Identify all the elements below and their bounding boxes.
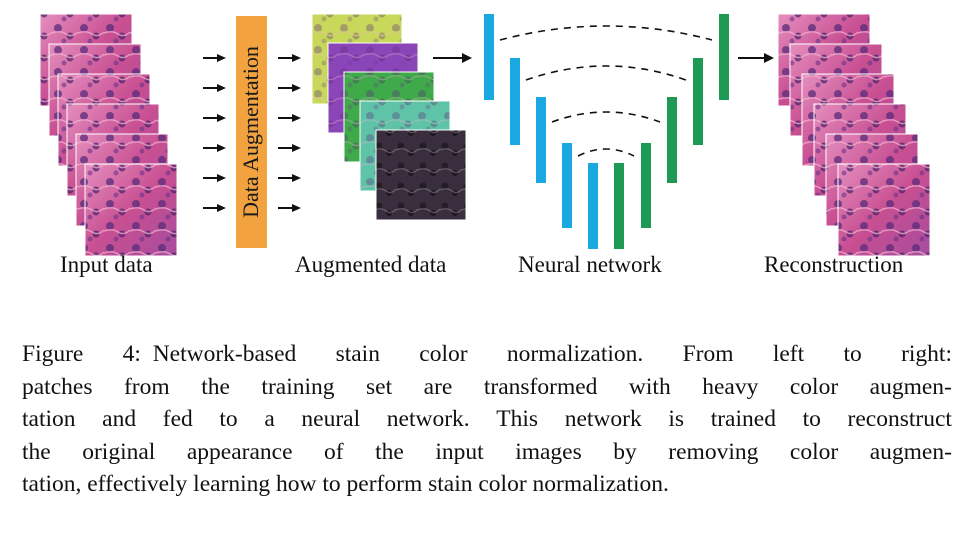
caption-word: appearance [186, 438, 293, 465]
skip-connection [577, 148, 635, 157]
caption-word: to [843, 341, 862, 367]
caption-word: and [102, 406, 137, 432]
augmentation-box [236, 16, 267, 248]
caption-word: trained [710, 406, 776, 432]
caption-word: stain [335, 341, 380, 367]
pipeline-diagram [39, 13, 931, 257]
caption-word: are [423, 373, 453, 400]
flow-arrow [203, 144, 226, 152]
input-patch-stack [39, 13, 178, 257]
flow-arrow [203, 54, 226, 62]
caption-word: fed [162, 406, 193, 432]
caption-line: tation, effectively learning how to perf… [22, 471, 669, 497]
caption-word: normalization. [506, 341, 644, 367]
tissue-patch [837, 163, 931, 257]
flow-arrow [203, 204, 226, 212]
skip-connections [499, 25, 713, 157]
caption-word: the [201, 373, 230, 400]
caption-word: with [628, 373, 671, 400]
caption-word: Figure [22, 341, 84, 367]
caption-word: by [613, 438, 637, 465]
reconstruction-label: Reconstruction [764, 252, 904, 277]
flow-arrow [203, 84, 226, 92]
caption-word: images [515, 438, 582, 465]
figure-caption: Figure 4: Network-based stain color normaliz… [22, 338, 952, 501]
flow-arrow [278, 144, 301, 152]
caption-word: the [22, 438, 51, 465]
caption-word: set [366, 373, 393, 400]
decoder-bar [719, 14, 729, 100]
caption-line: patches from the training set are transformed w… [22, 371, 952, 404]
flow-arrow [278, 114, 301, 122]
network-input-arrow [433, 53, 472, 63]
skip-connection [551, 111, 661, 123]
reconstruction-patch-stack [777, 13, 931, 257]
caption-word: to [219, 406, 238, 432]
encoder-bar [588, 163, 598, 249]
decoder-bar [614, 163, 624, 249]
flow-arrow [203, 114, 226, 122]
caption-word: color [789, 373, 839, 400]
caption-word: right: [901, 341, 952, 367]
decoder-bar [641, 143, 651, 228]
caption-word: augmen- [869, 373, 952, 400]
flow-arrow [278, 204, 301, 212]
caption-word: patches [22, 373, 93, 400]
caption-word: left [772, 341, 805, 367]
caption-word: This [496, 406, 539, 432]
encoder-bar [510, 58, 520, 145]
caption-word: 4: Network-based [122, 341, 297, 367]
flow-arrow [278, 54, 301, 62]
caption-word: original [82, 438, 156, 465]
augmented-patch [375, 129, 467, 221]
caption-word: a [264, 406, 275, 432]
caption-line: the original appearance of the input images by r… [22, 436, 952, 469]
augmented-patch-stack [311, 13, 467, 221]
caption-word: is [668, 406, 685, 432]
input-data-label: Input data [60, 252, 153, 277]
caption-word: input [435, 438, 484, 465]
caption-line: tation and fed to a neural network. This network… [22, 403, 952, 436]
augmentation-label: Data Augmentation [238, 46, 263, 218]
caption-word: From [682, 341, 734, 367]
caption-line: Figure 4: Network-based stain color normaliz… [22, 338, 952, 371]
skip-connection [525, 65, 687, 81]
augmentation-arrows [278, 54, 301, 212]
flow-arrow [278, 174, 301, 182]
caption-word: training [261, 373, 335, 400]
caption-word: heavy [702, 373, 759, 400]
decoder-bar [693, 58, 703, 145]
tissue-patch [84, 163, 178, 257]
decoder-bars [614, 14, 729, 249]
flow-arrow [278, 84, 301, 92]
caption-word: to [802, 406, 821, 432]
caption-word: transformed [483, 373, 598, 400]
caption-word: color [419, 341, 468, 367]
encoder-bar [536, 97, 546, 183]
caption-word: network [564, 406, 642, 432]
caption-word: reconstruct [847, 406, 952, 432]
caption-word: the [375, 438, 404, 465]
caption-word: from [123, 373, 170, 400]
augmented-data-label: Augmented data [295, 252, 447, 277]
caption-word: color [789, 438, 839, 465]
caption-word: neural [301, 406, 361, 432]
encoder-bar [562, 143, 572, 228]
caption-word: of [324, 438, 344, 465]
decoder-bar [667, 97, 677, 183]
encoder-bar [484, 14, 494, 100]
skip-connection [499, 25, 713, 41]
caption-word: network. [386, 406, 470, 432]
encoder-bars [484, 14, 598, 249]
caption-word: removing [668, 438, 759, 465]
reconstruction-arrow [738, 53, 774, 63]
input-arrows [203, 54, 226, 212]
caption-word: augmen- [869, 438, 952, 465]
flow-arrow [203, 174, 226, 182]
neural-network-label: Neural network [518, 252, 662, 277]
caption-word: tation [22, 406, 76, 432]
